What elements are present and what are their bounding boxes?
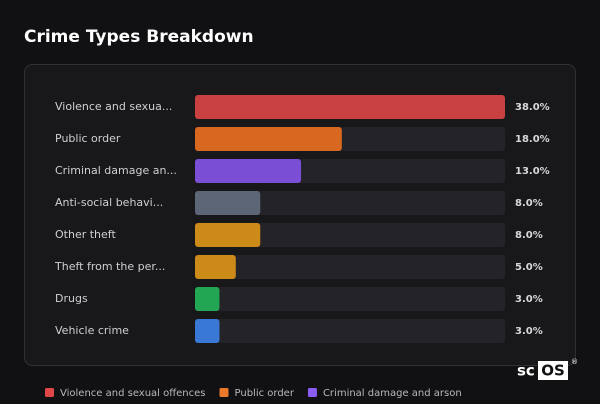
legend-label: Violence and sexual offences <box>60 388 206 399</box>
bar-track <box>195 191 505 215</box>
legend-swatch <box>45 388 54 397</box>
category-label: Public order <box>55 132 121 145</box>
legend-label: Criminal damage and arson <box>323 388 462 399</box>
bar-track <box>195 255 505 279</box>
legend-swatch <box>307 388 317 397</box>
category-label: Violence and sexua... <box>55 100 172 113</box>
bar <box>195 255 236 279</box>
value-label: 3.0% <box>515 294 543 305</box>
bar <box>195 95 505 119</box>
category-label: Criminal damage an... <box>55 164 177 177</box>
value-label: 13.0% <box>515 166 550 177</box>
legend-swatch <box>219 388 229 397</box>
bar <box>195 319 220 343</box>
bar <box>195 191 261 215</box>
value-label: 8.0% <box>515 198 543 209</box>
logo-mark: ® <box>571 358 578 366</box>
bar <box>195 223 261 247</box>
category-label: Anti-social behavi... <box>55 196 163 209</box>
category-label: Drugs <box>55 292 88 305</box>
bar <box>195 159 302 183</box>
logo-boxed: OS <box>541 362 565 380</box>
category-label: Other theft <box>55 228 116 241</box>
logo-prefix: sc <box>517 362 535 380</box>
value-label: 3.0% <box>515 326 543 337</box>
value-label: 8.0% <box>515 230 543 241</box>
bar-track <box>195 287 505 311</box>
bar-track <box>195 223 505 247</box>
bar <box>195 287 220 311</box>
logo-box <box>538 361 568 380</box>
value-label: 5.0% <box>515 262 543 273</box>
value-label: 38.0% <box>515 102 550 113</box>
value-label: 18.0% <box>515 134 550 145</box>
bar <box>195 127 342 151</box>
legend-label: Public order <box>235 388 295 399</box>
logo: sc OS ® <box>517 358 578 380</box>
category-label: Theft from the per... <box>54 260 165 273</box>
chart-title: Crime Types Breakdown <box>24 27 254 47</box>
category-label: Vehicle crime <box>55 324 129 337</box>
bar-track <box>195 319 505 343</box>
